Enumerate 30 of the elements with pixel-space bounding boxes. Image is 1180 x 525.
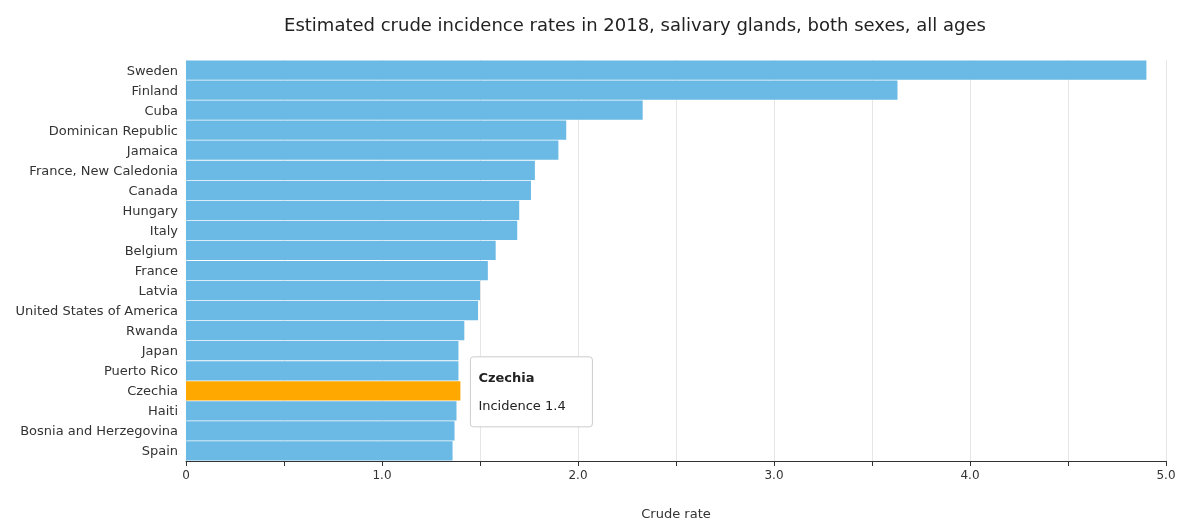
x-tick-label: 4.0 bbox=[960, 468, 980, 482]
bar bbox=[186, 381, 461, 401]
y-tick-label: Finland bbox=[131, 82, 178, 98]
x-axis-title: Crude rate bbox=[641, 506, 711, 521]
y-tick-label: Bosnia and Herzegovina bbox=[20, 423, 178, 439]
annotation: Czechia Incidence 1.4 bbox=[478, 369, 566, 413]
x-tick-label: 0 bbox=[182, 468, 190, 482]
y-tick-label: Jamaica bbox=[125, 142, 178, 158]
x-tick-label: 3.0 bbox=[764, 468, 784, 482]
y-tick-label: France, New Caledonia bbox=[29, 162, 178, 178]
y-tick-label: Italy bbox=[149, 222, 179, 238]
chart-title: Estimated crude incidence rates in 2018, salivary glands, both sexes, all ages bbox=[284, 13, 986, 35]
y-tick-label: Spain bbox=[141, 443, 178, 459]
x-tick-label: 2.0 bbox=[568, 468, 588, 482]
y-tick-label: United States of America bbox=[15, 303, 178, 319]
y-tick-label: Hungary bbox=[122, 202, 179, 218]
y-tick-label: Japan bbox=[140, 343, 178, 359]
y-tick-label: Czechia bbox=[127, 383, 178, 399]
y-tick-label: Canada bbox=[128, 182, 178, 198]
y-tick-label: Haiti bbox=[147, 403, 178, 419]
y-tick-label: Sweden bbox=[126, 62, 178, 78]
x-tick-label: 5.0 bbox=[1156, 468, 1176, 482]
y-tick-label: Belgium bbox=[124, 242, 178, 258]
y-tick-label: France bbox=[134, 263, 178, 279]
y-tick-label: Dominican Republic bbox=[48, 122, 178, 138]
y-tick-label: Puerto Rico bbox=[103, 363, 179, 379]
y-tick-label: Cuba bbox=[144, 102, 178, 118]
x-tick-label: 1.0 bbox=[372, 468, 392, 482]
y-tick-label: Latvia bbox=[138, 283, 178, 299]
y-tick-label: Rwanda bbox=[125, 323, 178, 339]
